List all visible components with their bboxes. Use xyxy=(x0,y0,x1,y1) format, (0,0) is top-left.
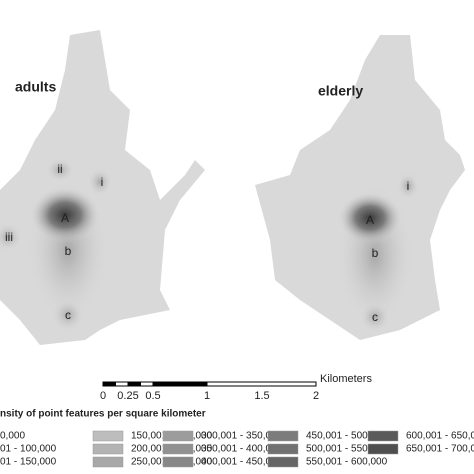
point-label: c xyxy=(65,308,71,322)
scale-tick-label: 0.25 xyxy=(117,390,138,402)
scale-tick-label: 1.5 xyxy=(254,390,269,402)
density xyxy=(397,173,419,199)
legend-swatch xyxy=(162,456,194,468)
map-title: adults xyxy=(15,79,56,95)
point-label: i xyxy=(101,175,104,189)
legend-label: 500,001 - 550,000 xyxy=(306,444,388,455)
density xyxy=(88,168,112,196)
legend-swatch xyxy=(367,430,399,442)
legend-swatch xyxy=(92,430,124,442)
legend-label: 01 - 100,000 xyxy=(0,444,57,455)
point-label: c xyxy=(372,310,378,324)
legend-label: 350,001 - 400,000 xyxy=(201,444,283,455)
legend-label: 0,000 xyxy=(0,431,25,442)
point-label: A xyxy=(61,211,69,225)
scale-tick-label: 0.5 xyxy=(145,390,160,402)
scale-bar xyxy=(102,381,317,387)
legend-label: 01 - 150,000 xyxy=(0,457,57,468)
legend-swatch xyxy=(162,443,194,455)
map-title: elderly xyxy=(318,83,363,99)
point-label: iii xyxy=(5,230,13,244)
density xyxy=(52,299,84,331)
scale-tick-label: 2 xyxy=(313,390,319,402)
legend-title: nsity of point features per square kilom… xyxy=(0,409,206,420)
scale-tick-label: 0 xyxy=(100,390,106,402)
scale-tick-label: 1 xyxy=(204,390,210,402)
legend-label: 400,001 - 450,000 xyxy=(201,457,283,468)
point-label: ii xyxy=(57,162,62,176)
point-label: b xyxy=(372,246,379,260)
legend-swatch xyxy=(267,443,299,455)
legend-swatch xyxy=(92,456,124,468)
legend-label: 300,001 - 350,000 xyxy=(201,431,283,442)
density xyxy=(338,192,402,244)
legend-label: 450,001 - 500,000 xyxy=(306,431,388,442)
legend-swatch xyxy=(92,443,124,455)
point-label: i xyxy=(407,179,410,193)
legend-swatch xyxy=(367,443,399,455)
density xyxy=(30,187,100,243)
scale-unit: Kilometers xyxy=(320,373,372,385)
density xyxy=(46,158,74,182)
density xyxy=(360,302,390,332)
point-label: A xyxy=(366,213,374,227)
density xyxy=(0,223,22,251)
legend-label: 650,001 - 700,000 xyxy=(406,444,474,455)
legend-swatch xyxy=(162,430,194,442)
legend-swatch xyxy=(267,456,299,468)
point-label: b xyxy=(65,244,72,258)
legend-label: 600,001 - 650,000 xyxy=(406,431,474,442)
legend-swatch xyxy=(267,430,299,442)
legend-label: 550,001 - 600,000 xyxy=(306,457,388,468)
